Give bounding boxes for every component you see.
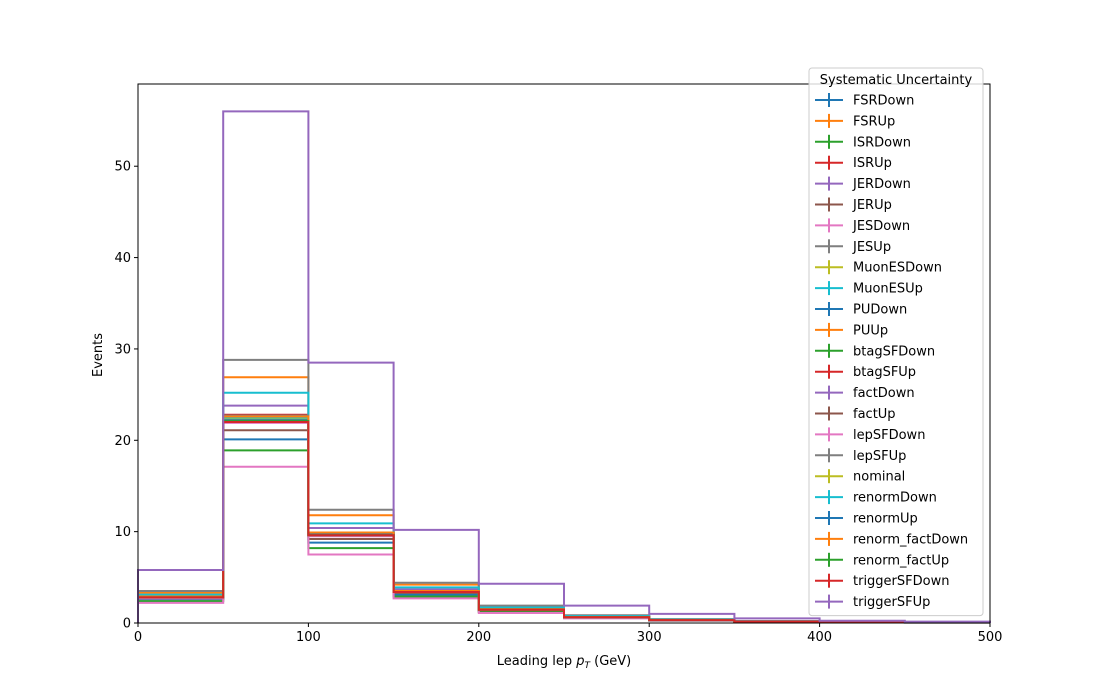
y-tick-label: 0 bbox=[123, 617, 131, 632]
legend-entry-FSRDown: FSRDown bbox=[815, 93, 914, 109]
series-line-triggerSFUp bbox=[137, 110, 991, 623]
legend-label: JESUp bbox=[852, 240, 891, 255]
series-layer bbox=[137, 110, 991, 624]
legend-entry-MuonESDown: MuonESDown bbox=[815, 260, 942, 276]
x-axis-label: Leading lep pT (GeV) bbox=[497, 654, 631, 671]
legend-label: JESDown bbox=[852, 219, 910, 234]
y-tick-label: 10 bbox=[114, 525, 131, 540]
legend-entry-JERDown: JERDown bbox=[815, 176, 911, 192]
y-tick-label: 50 bbox=[114, 160, 131, 175]
legend-label: PUDown bbox=[853, 303, 907, 318]
legend-label: btagSFDown bbox=[853, 344, 935, 359]
legend-label: FSRDown bbox=[853, 94, 914, 109]
legend-label: nominal bbox=[853, 470, 905, 485]
legend-entry-renorm_factUp: renorm_factUp bbox=[815, 552, 949, 568]
legend-entry-triggerSFDown: triggerSFDown bbox=[815, 573, 949, 589]
x-tick-label: 0 bbox=[134, 630, 142, 645]
y-axis: 0 10 20 30 40 50 bbox=[114, 160, 138, 632]
legend-entry-renormDown: renormDown bbox=[815, 490, 937, 506]
legend-entry-lepSFDown: lepSFDown bbox=[815, 427, 925, 443]
legend-label: renorm_factDown bbox=[853, 532, 968, 547]
legend-label: FSRUp bbox=[853, 114, 895, 129]
legend-label: lepSFUp bbox=[853, 449, 906, 464]
x-tick-label: 100 bbox=[296, 630, 321, 645]
x-tick-label: 400 bbox=[807, 630, 832, 645]
legend-label: JERDown bbox=[852, 177, 911, 192]
x-label-text: Leading lep bbox=[497, 654, 576, 669]
legend: Systematic Uncertainty FSRDown FSRUp ISRDow… bbox=[808, 67, 984, 617]
legend-entry-nominal: nominal bbox=[815, 469, 905, 485]
series-line-triggerSFDown bbox=[137, 421, 991, 624]
legend-label: triggerSFUp bbox=[853, 595, 930, 610]
legend-entry-ISRDown: ISRDown bbox=[815, 134, 911, 150]
x-label-sub: T bbox=[584, 661, 591, 671]
legend-entry-factUp: factUp bbox=[815, 406, 896, 422]
legend-label: factDown bbox=[853, 386, 915, 401]
legend-label: PUUp bbox=[853, 323, 888, 338]
legend-entry-ISRUp: ISRUp bbox=[815, 155, 892, 171]
x-axis: 0 100 200 300 400 500 bbox=[134, 623, 1003, 645]
legend-frame bbox=[808, 67, 984, 617]
legend-label: factUp bbox=[853, 407, 896, 422]
legend-entry-triggerSFUp: triggerSFUp bbox=[815, 594, 930, 610]
legend-label: renormUp bbox=[853, 512, 918, 527]
legend-label: ISRUp bbox=[853, 156, 892, 171]
x-label-unit: (GeV) bbox=[590, 654, 631, 669]
legend-label: btagSFUp bbox=[853, 365, 916, 380]
x-tick-label: 300 bbox=[637, 630, 662, 645]
legend-entry-FSRUp: FSRUp bbox=[815, 113, 895, 129]
legend-label: MuonESUp bbox=[853, 282, 923, 297]
legend-entry-PUDown: PUDown bbox=[815, 302, 907, 318]
legend-label: triggerSFDown bbox=[853, 574, 949, 589]
legend-entry-JESDown: JESDown bbox=[815, 218, 910, 234]
legend-label: ISRDown bbox=[853, 135, 911, 150]
legend-entry-btagSFUp: btagSFUp bbox=[815, 364, 916, 380]
y-tick-label: 20 bbox=[114, 434, 131, 449]
legend-entry-JESUp: JESUp bbox=[815, 239, 891, 255]
legend-entry-JERUp: JERUp bbox=[815, 197, 892, 213]
legend-label: JERUp bbox=[852, 198, 892, 213]
legend-entry-renorm_factDown: renorm_factDown bbox=[815, 531, 968, 547]
y-tick-label: 40 bbox=[114, 251, 131, 266]
legend-entry-lepSFUp: lepSFUp bbox=[815, 448, 906, 464]
legend-entry-MuonESUp: MuonESUp bbox=[815, 281, 923, 297]
x-tick-label: 500 bbox=[978, 630, 1003, 645]
y-axis-label: Events bbox=[91, 333, 106, 377]
legend-entry-PUUp: PUUp bbox=[815, 322, 888, 338]
legend-label: MuonESDown bbox=[853, 261, 942, 276]
plot-frame bbox=[137, 83, 991, 624]
x-label-var: p bbox=[575, 654, 584, 669]
legend-label: lepSFDown bbox=[853, 428, 925, 443]
x-tick-label: 200 bbox=[466, 630, 491, 645]
legend-label: renorm_factUp bbox=[853, 553, 949, 568]
y-tick-label: 30 bbox=[114, 342, 131, 357]
legend-label: renormDown bbox=[853, 491, 937, 506]
legend-title: Systematic Uncertainty bbox=[820, 73, 973, 88]
legend-entry-btagSFDown: btagSFDown bbox=[815, 343, 935, 359]
legend-entry-factDown: factDown bbox=[815, 385, 915, 401]
legend-entry-renormUp: renormUp bbox=[815, 511, 918, 527]
